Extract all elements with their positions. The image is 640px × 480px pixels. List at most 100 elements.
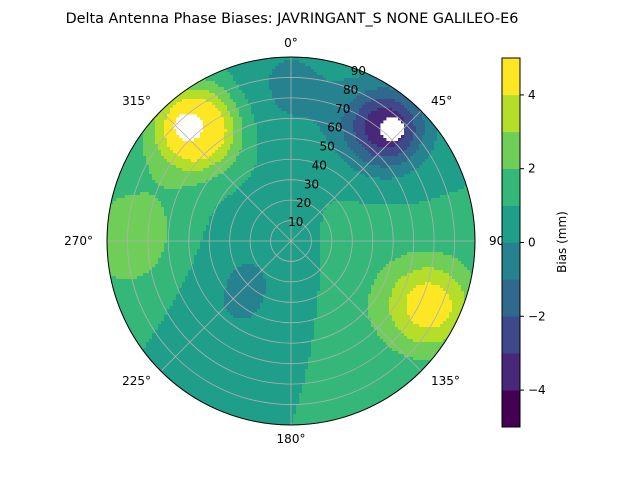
contour-cell: [350, 99, 354, 103]
contour-cell: [188, 183, 192, 187]
contour-cell: [176, 156, 180, 160]
contour-cell: [305, 177, 309, 181]
contour-cell: [233, 96, 237, 100]
contour-cell: [326, 132, 330, 136]
contour-cell: [323, 159, 327, 163]
contour-cell: [335, 99, 339, 103]
contour-cell: [320, 150, 324, 154]
contour-cell: [401, 156, 405, 160]
contour-cell: [203, 186, 207, 190]
contour-cell: [413, 165, 417, 169]
contour-cell: [173, 120, 177, 124]
contour-cell: [416, 117, 420, 121]
contour-cell: [293, 108, 297, 112]
contour-cell: [401, 207, 405, 211]
contour-cell: [386, 162, 390, 166]
contour-cell: [305, 147, 309, 151]
contour-cell: [311, 132, 315, 136]
contour-cell: [167, 147, 171, 151]
contour-cell: [452, 177, 456, 181]
contour-cell: [197, 207, 201, 211]
contour-cell: [134, 156, 138, 160]
contour-cell: [203, 90, 207, 94]
contour-cell: [227, 210, 231, 214]
contour-cell: [287, 216, 291, 220]
contour-cell: [203, 192, 207, 196]
contour-cell: [143, 165, 147, 169]
contour-cell: [398, 207, 402, 211]
contour-cell: [146, 195, 150, 199]
contour-cell: [299, 96, 303, 100]
contour-cell: [182, 168, 186, 172]
contour-cell: [242, 210, 246, 214]
contour-cell: [227, 72, 231, 76]
contour-cell: [359, 90, 363, 94]
contour-cell: [221, 93, 225, 97]
contour-cell: [332, 102, 336, 106]
contour-cell: [152, 159, 156, 163]
contour-cell: [146, 201, 150, 205]
contour-cell: [185, 150, 189, 154]
contour-cell: [395, 189, 399, 193]
contour-cell: [194, 156, 198, 160]
contour-cell: [389, 150, 393, 154]
contour-cell: [128, 183, 132, 187]
contour-cell: [368, 78, 372, 82]
contour-cell: [371, 177, 375, 181]
contour-cell: [158, 174, 162, 178]
contour-cell: [455, 195, 459, 199]
contour-cell: [419, 120, 423, 124]
contour-cell: [203, 180, 207, 184]
contour-cell: [419, 201, 423, 205]
contour-cell: [320, 117, 324, 121]
contour-cell: [224, 120, 228, 124]
contour-cell: [215, 156, 219, 160]
contour-cell: [275, 69, 279, 73]
contour-cell: [395, 207, 399, 211]
contour-cell: [191, 81, 195, 85]
contour-cell: [233, 195, 237, 199]
contour-cell: [353, 177, 357, 181]
contour-cell: [122, 204, 126, 208]
contour-cell: [317, 213, 321, 217]
contour-cell: [452, 201, 456, 205]
contour-cell: [248, 192, 252, 196]
contour-cell: [131, 204, 135, 208]
contour-cell: [350, 105, 354, 109]
contour-cell: [326, 135, 330, 139]
contour-cell: [185, 168, 189, 172]
contour-cell: [278, 186, 282, 190]
contour-cell: [398, 162, 402, 166]
contour-cell: [374, 162, 378, 166]
contour-cell: [254, 102, 258, 106]
contour-cell: [194, 96, 198, 100]
contour-cell: [422, 159, 426, 163]
contour-cell: [269, 63, 273, 67]
contour-cell: [362, 75, 366, 79]
contour-cell: [233, 102, 237, 106]
contour-cell: [380, 105, 384, 109]
contour-cell: [365, 198, 369, 202]
contour-cell: [191, 171, 195, 175]
contour-cell: [233, 171, 237, 175]
contour-cell: [140, 141, 144, 145]
contour-cell: [395, 102, 399, 106]
contour-cell: [386, 213, 390, 217]
contour-cell: [206, 141, 210, 145]
contour-cell: [392, 201, 396, 205]
contour-cell: [149, 153, 153, 157]
contour-cell: [218, 72, 222, 76]
contour-cell: [131, 177, 135, 181]
contour-cell: [167, 144, 171, 148]
contour-cell: [197, 90, 201, 94]
contour-cell: [239, 72, 243, 76]
contour-cell: [254, 186, 258, 190]
contour-cell: [185, 99, 189, 103]
contour-cell: [326, 192, 330, 196]
contour-cell: [305, 165, 309, 169]
contour-cell: [272, 171, 276, 175]
contour-cell: [179, 168, 183, 172]
contour-cell: [197, 171, 201, 175]
contour-cell: [278, 129, 282, 133]
contour-cell: [227, 138, 231, 142]
